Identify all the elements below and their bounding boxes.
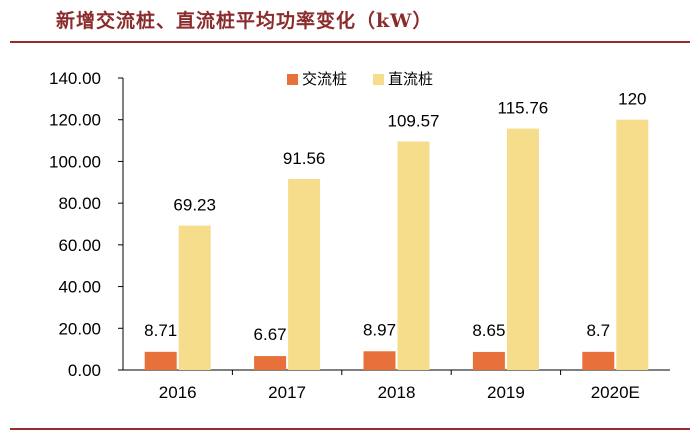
x-tick-label: 2019: [487, 383, 525, 402]
ac-bar: [472, 351, 505, 370]
dc-value-label: 69.23: [173, 196, 216, 215]
chart-title: 新增交流桩、直流桩平均功率变化（kW）: [56, 10, 433, 32]
dc-bar: [506, 128, 539, 370]
dc-bar: [288, 179, 321, 370]
y-tick-label: 100.00: [49, 152, 101, 171]
ac-bar: [144, 351, 177, 370]
ac-bar: [582, 351, 615, 370]
ac-value-label: 6.67: [254, 325, 287, 344]
legend: 交流桩 直流桩: [287, 70, 433, 88]
title-rule: [10, 41, 690, 43]
dc-value-label: 120: [618, 90, 646, 109]
y-tick-label: 120.00: [49, 111, 101, 130]
ac-value-label: 8.97: [363, 320, 396, 339]
x-tick-label: 2020E: [591, 383, 640, 402]
ac-bar: [363, 351, 396, 370]
ac-bar: [254, 356, 287, 370]
x-tick-label: 2017: [268, 383, 306, 402]
ac-value-label: 8.7: [586, 321, 610, 340]
dc-value-label: 115.76: [498, 99, 549, 118]
bars: [144, 119, 649, 370]
dc-value-label: 109.57: [388, 111, 440, 130]
data-labels: 8.71 69.23 6.67 91.56 8.97 109.57 8.65 115.76 8.…: [144, 90, 646, 344]
y-tick-label: 40.00: [58, 278, 101, 297]
legend-swatch-dc: [373, 74, 384, 85]
legend-label-ac: 交流桩: [302, 70, 347, 88]
legend-label-dc: 直流桩: [388, 71, 433, 88]
y-tick-label: 80.00: [58, 194, 101, 213]
ac-value-label: 8.65: [472, 321, 505, 340]
dc-bar: [397, 141, 430, 370]
dc-bar: [178, 225, 211, 370]
legend-swatch-ac: [287, 74, 298, 85]
y-tick-label: 0.00: [68, 361, 101, 380]
ac-value-label: 8.71: [144, 321, 177, 340]
axes: 0.00 20.00 40.00 60.00 80.00 100.00 120.00 140.…: [49, 69, 670, 402]
dc-bar: [616, 119, 649, 370]
dc-value-label: 91.56: [283, 149, 326, 168]
x-tick-label: 2016: [159, 383, 197, 402]
y-tick-label: 20.00: [58, 319, 101, 338]
bottom-rule: [10, 428, 690, 430]
y-tick-label: 60.00: [58, 236, 101, 255]
y-tick-label: 140.00: [49, 69, 101, 88]
x-tick-label: 2018: [378, 383, 416, 402]
